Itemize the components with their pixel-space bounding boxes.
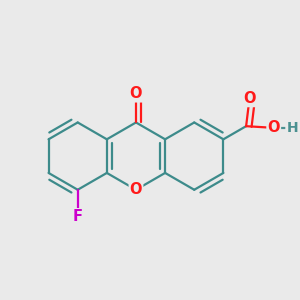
Text: F: F: [73, 209, 83, 224]
Text: O: O: [243, 91, 256, 106]
Text: O: O: [130, 86, 142, 101]
Text: O: O: [130, 182, 142, 197]
Text: H: H: [286, 121, 298, 135]
Text: O: O: [268, 120, 280, 135]
